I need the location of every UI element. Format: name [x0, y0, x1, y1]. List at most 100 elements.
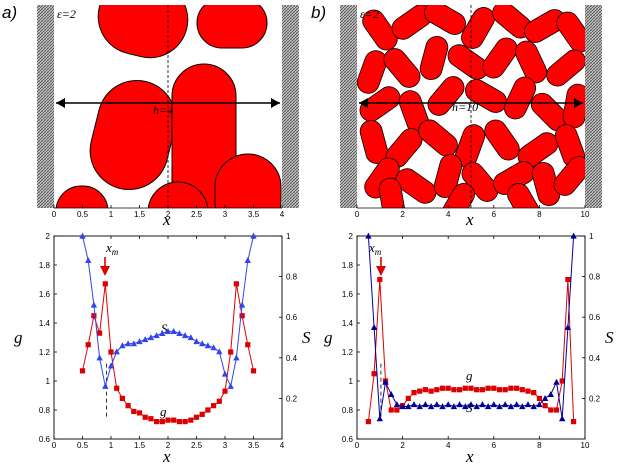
- y2-tick-label: 0.2: [589, 394, 601, 403]
- particle: [359, 86, 401, 122]
- y2-tick-label: 1: [286, 232, 291, 241]
- x-tick-label: 4: [280, 210, 285, 219]
- y2-tick-label: 0.4: [589, 354, 601, 363]
- x-tick-label: 4: [280, 441, 285, 450]
- point-g: [136, 410, 143, 416]
- x-tick-label: 8: [537, 210, 542, 219]
- point-S: [422, 401, 429, 408]
- point-g: [159, 419, 165, 425]
- point-g: [451, 387, 457, 393]
- x-tick-label: 2.5: [191, 441, 203, 450]
- point-g: [176, 419, 182, 425]
- y2-tick-label: 0.2: [286, 394, 298, 403]
- y-tick-label: 1.6: [39, 290, 51, 299]
- x-tick-label: 2.5: [191, 210, 203, 219]
- y-tick-label: 1.4: [39, 319, 51, 328]
- point-g: [462, 385, 468, 391]
- x-tick-label: 8: [537, 441, 542, 450]
- point-S: [559, 415, 566, 422]
- particle: [484, 119, 520, 161]
- point-g: [119, 395, 125, 401]
- x-tick-label: 0: [355, 441, 360, 450]
- point-g: [553, 407, 560, 413]
- particle: [214, 153, 282, 208]
- s-annotation-b: S: [466, 400, 473, 415]
- point-S: [484, 403, 492, 410]
- point-S: [85, 256, 92, 263]
- point-S: [102, 382, 109, 389]
- point-S: [536, 401, 543, 408]
- point-S: [507, 403, 515, 410]
- point-S: [519, 403, 526, 410]
- particle: [482, 37, 518, 79]
- point-S: [170, 328, 177, 335]
- point-S: [416, 403, 423, 410]
- x-tick-label: 4: [446, 210, 451, 219]
- g-annotation-b: g: [466, 368, 473, 383]
- xlabel-chart-b: x: [465, 447, 474, 465]
- y2-tick-label: 0.6: [286, 313, 298, 322]
- point-S: [164, 328, 172, 335]
- ylabel-g-a: g: [14, 328, 23, 347]
- y2-tick-label: 1: [589, 232, 594, 241]
- point-S: [570, 232, 577, 239]
- y-tick-label: 1: [349, 377, 354, 386]
- x-tick-label: 4: [446, 441, 451, 450]
- x-tick-label: 2: [166, 210, 171, 219]
- particle: [378, 177, 406, 208]
- xm-label-a: xm: [105, 240, 119, 257]
- point-S: [136, 338, 143, 345]
- y-tick-label: 0.6: [39, 435, 51, 444]
- point-S: [541, 395, 549, 401]
- point-g: [250, 368, 257, 374]
- y2-tick-label: 0.4: [286, 354, 298, 363]
- point-g: [85, 342, 91, 348]
- point-S: [221, 370, 229, 377]
- y-tick-label: 2: [349, 232, 354, 241]
- point-g: [193, 414, 200, 420]
- point-S: [233, 354, 240, 361]
- point-S: [113, 348, 120, 355]
- point-g: [131, 408, 137, 415]
- point-S: [181, 332, 189, 339]
- point-g: [519, 387, 525, 393]
- particle: [514, 40, 548, 84]
- point-S: [153, 332, 160, 339]
- point-S: [502, 401, 509, 408]
- point-g: [445, 385, 451, 391]
- point-S: [365, 232, 372, 239]
- y2-tick-label: 0.8: [286, 273, 298, 282]
- point-S: [393, 401, 401, 408]
- point-S: [490, 401, 497, 408]
- x-tick-label: 2: [166, 441, 171, 450]
- point-S: [159, 330, 166, 337]
- point-g: [79, 368, 86, 374]
- point-S: [462, 403, 469, 410]
- point-g: [154, 419, 160, 425]
- x-tick-label: 6: [492, 210, 497, 219]
- particle: [196, 5, 268, 49]
- particle: [55, 185, 109, 208]
- point-g: [394, 407, 400, 413]
- chart-a: g S x xm S g 0 0.5 1 1.5 2 2.5 3 3.5 4 0.6 0.8 1 1.2…: [14, 232, 311, 465]
- point-g: [233, 281, 239, 287]
- particle: [441, 183, 475, 208]
- point-S: [96, 354, 103, 361]
- particle: [424, 5, 466, 35]
- x-tick-label: 1.5: [134, 210, 146, 219]
- point-S: [142, 336, 149, 343]
- point-S: [524, 401, 532, 408]
- point-g: [108, 349, 114, 355]
- snapshot-b: h=10 ε=2 0 2 4 6 8 10 x: [340, 5, 602, 229]
- point-g: [411, 390, 417, 396]
- x-tick-label: 3: [223, 210, 228, 219]
- point-S: [216, 348, 223, 355]
- point-S: [176, 330, 183, 337]
- point-S: [204, 342, 212, 349]
- point-g: [502, 387, 508, 393]
- point-g: [182, 419, 188, 425]
- x-tick-label: 0.5: [77, 441, 89, 450]
- point-g: [485, 385, 491, 391]
- ylabel-s-a: S: [302, 328, 311, 347]
- point-S: [439, 403, 446, 410]
